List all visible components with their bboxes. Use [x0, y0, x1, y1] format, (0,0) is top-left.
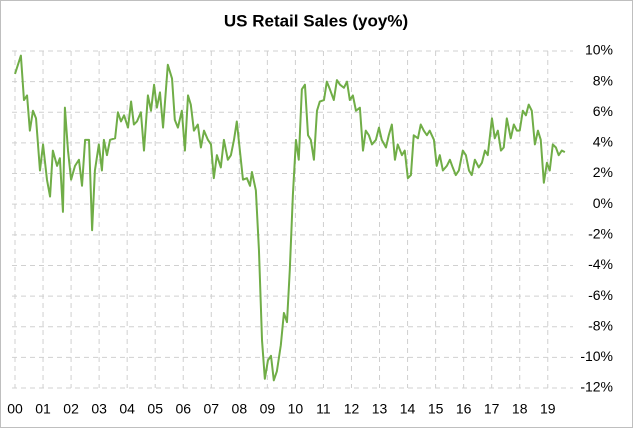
- x-tick-label: 05: [147, 401, 163, 417]
- x-tick-label: 16: [456, 401, 472, 417]
- x-tick-label: 00: [7, 401, 23, 417]
- data-line: [14, 54, 566, 382]
- y-tick-label: -8%: [588, 317, 613, 333]
- x-tick-label: 10: [288, 401, 304, 417]
- x-tick-label: 07: [203, 401, 219, 417]
- x-tick-label: 18: [512, 401, 528, 417]
- x-tick-label: 11: [316, 401, 331, 417]
- x-tick-label: 09: [260, 401, 276, 417]
- y-tick-label: 10%: [585, 42, 613, 58]
- y-tick-label: 0%: [593, 195, 613, 211]
- x-tick-label: 17: [484, 401, 500, 417]
- x-tick-label: 02: [63, 401, 79, 417]
- x-tick-label: 01: [35, 401, 51, 417]
- x-tick-label: 13: [372, 401, 388, 417]
- y-tick-label: 4%: [593, 134, 613, 150]
- x-tick-label: 15: [428, 401, 444, 417]
- y-tick-label: 8%: [593, 72, 613, 88]
- x-tick-label: 14: [400, 401, 416, 417]
- y-tick-label: -2%: [588, 226, 613, 242]
- x-tick-label: 06: [175, 401, 191, 417]
- y-tick-label: -4%: [588, 256, 613, 272]
- y-tick-label: 2%: [593, 164, 613, 180]
- y-tick-label: -6%: [588, 287, 613, 303]
- x-tick-label: 03: [91, 401, 107, 417]
- x-tick-label: 12: [344, 401, 360, 417]
- chart-title: US Retail Sales (yoy%): [224, 11, 408, 30]
- y-tick-label: -12%: [580, 379, 613, 395]
- x-tick-label: 08: [232, 401, 248, 417]
- y-tick-label: -10%: [580, 348, 613, 364]
- x-tick-label: 19: [540, 401, 556, 417]
- y-tick-label: 6%: [593, 103, 613, 119]
- x-tick-label: 04: [119, 401, 135, 417]
